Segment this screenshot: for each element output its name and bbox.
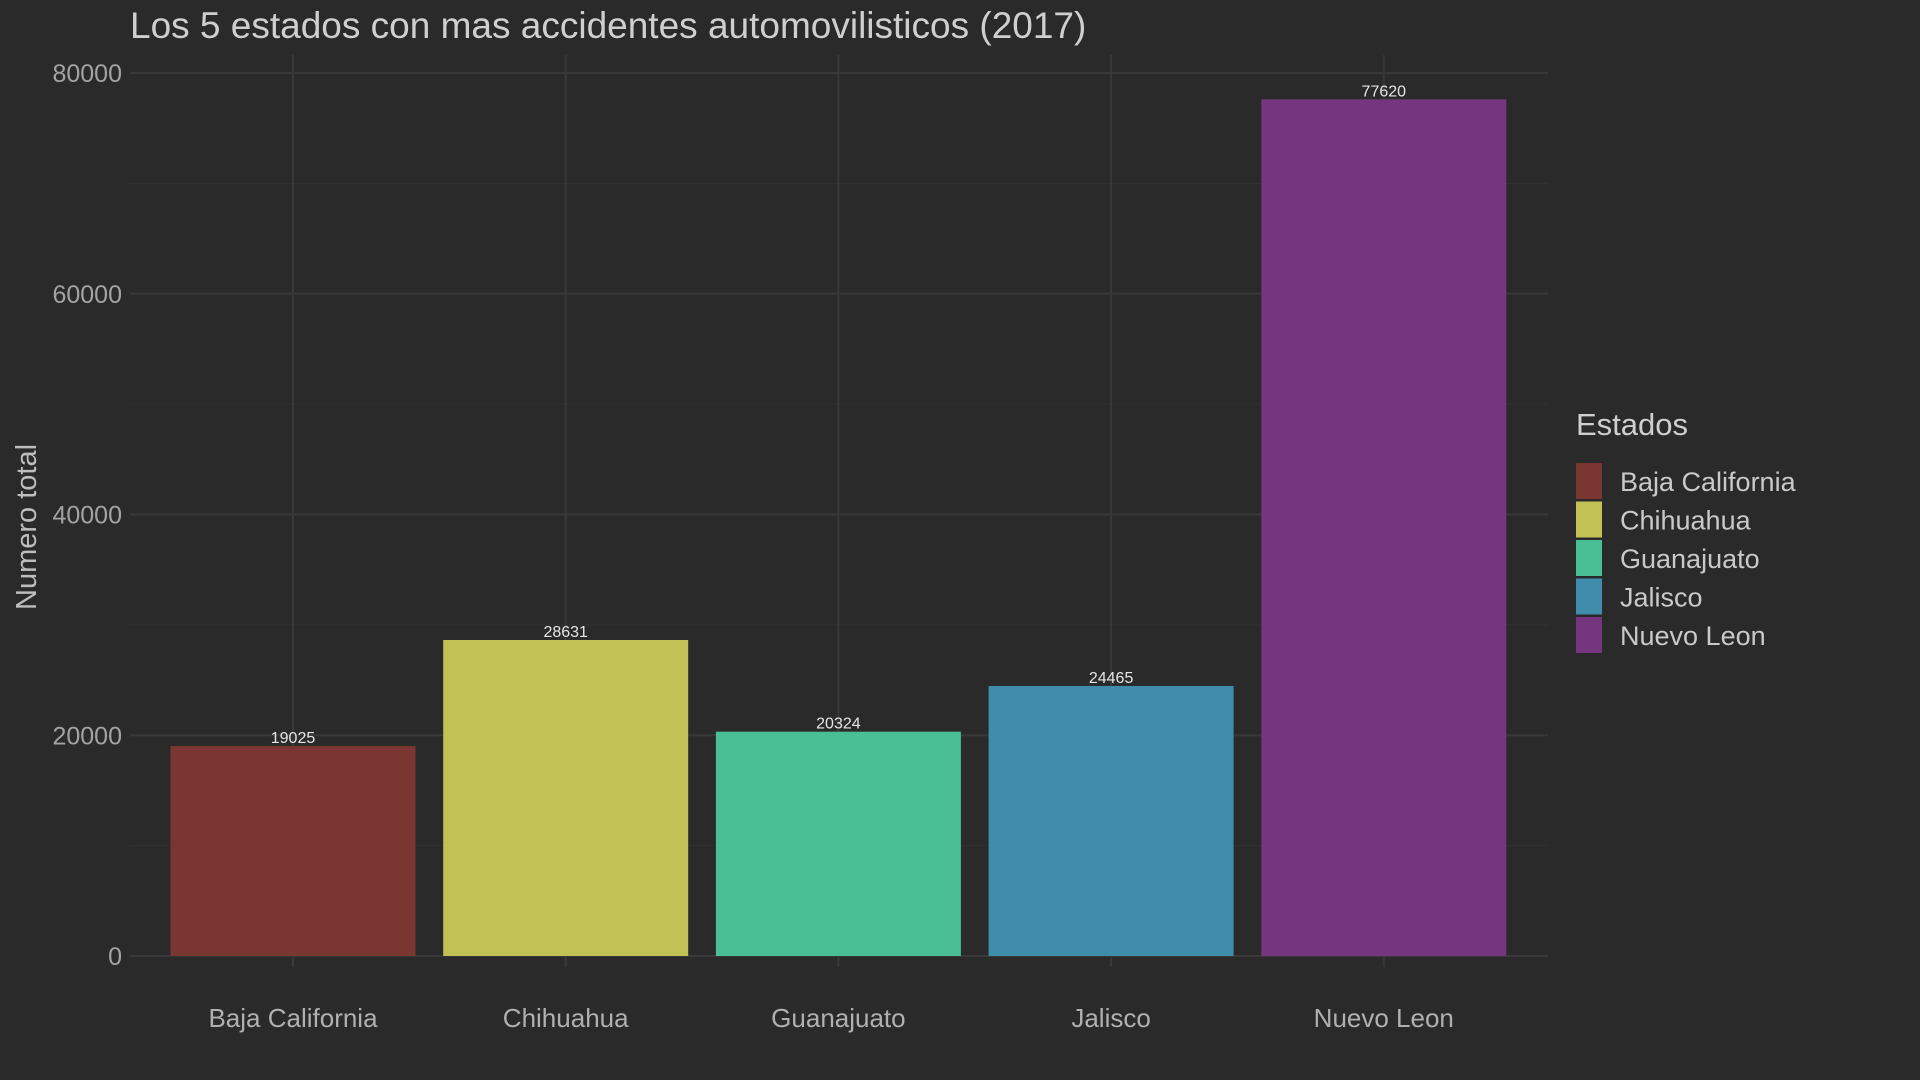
data-label: 24465 (1089, 670, 1134, 687)
x-tick-label: Jalisco (1071, 1003, 1150, 1033)
legend-swatch (1576, 578, 1602, 615)
y-tick-label: 80000 (52, 60, 122, 88)
legend-swatch (1576, 617, 1602, 653)
y-tick-label: 0 (108, 943, 122, 971)
bar (988, 685, 1234, 956)
y-tick-label: 20000 (52, 722, 122, 750)
x-tick-label: Chihuahua (503, 1003, 629, 1033)
x-axis-ticks: Baja California Chihuahua Guanajuato Jalisc… (208, 1003, 1453, 1033)
x-tick-label: Guanajuato (771, 1003, 905, 1033)
x-tick-label: Baja California (208, 1003, 378, 1033)
legend-label: Guanajuato (1620, 544, 1760, 574)
y-axis-label: Numero total (11, 444, 43, 610)
bar (443, 639, 689, 956)
data-labels: 19025 28631 20324 24465 77620 (271, 83, 1406, 747)
legend-title: Estados (1576, 407, 1688, 442)
legend: Estados Baja California Chihuahua Guanajua… (1576, 407, 1797, 653)
data-label: 77620 (1362, 83, 1407, 100)
legend-label: Jalisco (1620, 583, 1703, 613)
bar (170, 746, 416, 956)
legend-label: Nuevo Leon (1620, 621, 1766, 651)
legend-swatch (1576, 463, 1602, 499)
data-label: 19025 (271, 730, 316, 747)
chart-title: Los 5 estados con mas accidentes automov… (130, 5, 1086, 46)
bar (715, 731, 961, 956)
legend-swatch (1576, 540, 1602, 576)
data-label: 28631 (543, 624, 588, 641)
bar (1261, 99, 1507, 957)
x-tick-label: Nuevo Leon (1314, 1003, 1454, 1033)
y-tick-label: 60000 (52, 281, 122, 309)
bars (170, 99, 1507, 957)
legend-label: Chihuahua (1620, 506, 1752, 536)
legend-swatch (1576, 501, 1602, 538)
data-label: 20324 (816, 716, 861, 733)
y-tick-label: 40000 (52, 502, 122, 530)
legend-label: Baja California (1620, 467, 1797, 497)
y-axis-ticks: 0 20000 40000 60000 80000 (52, 60, 122, 971)
